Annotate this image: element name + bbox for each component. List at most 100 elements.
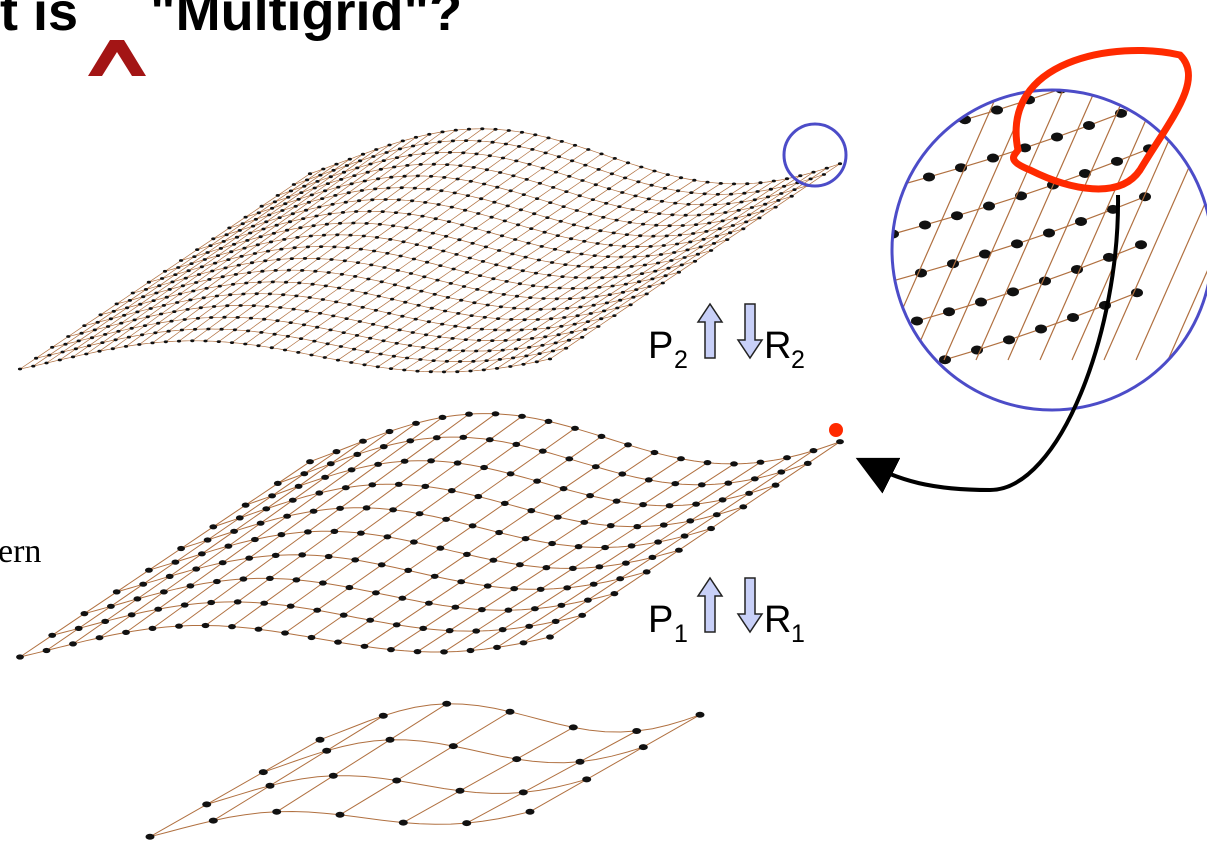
- prolong-label: P: [648, 325, 673, 367]
- grid-node: [651, 235, 655, 238]
- grid-node: [644, 210, 648, 213]
- grid-node: [745, 491, 753, 496]
- grid-node: [728, 231, 732, 234]
- grid-node: [31, 365, 35, 368]
- grid-node: [804, 461, 812, 466]
- grid-node: [615, 219, 619, 222]
- grid-node: [416, 511, 424, 516]
- grid-node: [209, 316, 213, 319]
- grid-node: [365, 350, 369, 353]
- grid-node: [240, 576, 248, 581]
- grid-node: [267, 214, 271, 217]
- grid-node: [491, 277, 495, 280]
- grid-node: [160, 589, 168, 594]
- grid-node: [509, 189, 513, 192]
- grid-node: [468, 257, 472, 260]
- grid-node: [646, 255, 650, 258]
- grid-node: [501, 349, 505, 352]
- grid-node: [617, 205, 621, 208]
- grid-node: [259, 235, 263, 238]
- grid-node: [645, 477, 653, 482]
- grid-node: [181, 284, 185, 287]
- grid-node: [420, 215, 424, 218]
- grid-node: [428, 246, 432, 249]
- grid-node: [203, 258, 207, 261]
- grid-node: [521, 269, 525, 272]
- grid-node: [661, 282, 665, 285]
- grid-node: [147, 281, 151, 284]
- grid-node: [562, 316, 566, 319]
- grid-node: [465, 271, 469, 274]
- grid-node: [675, 243, 679, 246]
- grid-node: [570, 159, 574, 162]
- grid-node: [548, 201, 552, 204]
- grid-node: [792, 188, 796, 191]
- grid-node: [359, 439, 367, 444]
- grid-node: [545, 216, 549, 219]
- grid-node: [384, 534, 392, 539]
- grid-node: [245, 556, 253, 561]
- grid-node: [345, 164, 349, 167]
- grid-node: [372, 250, 376, 253]
- grid-node: [756, 190, 760, 193]
- grid-node: [476, 212, 480, 215]
- grid-line: [20, 341, 550, 372]
- grid-node: [264, 220, 268, 223]
- grid-node: [109, 317, 113, 320]
- grid-node: [552, 308, 556, 311]
- grid-node: [350, 289, 354, 292]
- grid-node: [462, 285, 466, 288]
- title-left: t is: [0, 0, 78, 42]
- grid-node: [463, 552, 471, 557]
- grid-node: [419, 290, 423, 293]
- grid-node: [122, 630, 130, 635]
- grid-node: [315, 490, 323, 495]
- grid-node: [424, 142, 428, 145]
- grid-node: [131, 292, 135, 295]
- grid-node: [450, 206, 454, 209]
- grid-node: [539, 308, 543, 311]
- grid-node: [461, 349, 465, 352]
- grid-node: [187, 269, 191, 272]
- grid-node: [222, 316, 226, 319]
- grid-node: [505, 608, 513, 613]
- arrow: [870, 195, 1118, 490]
- grid-node: [206, 251, 210, 254]
- grid-node: [271, 281, 275, 284]
- grid-node: [188, 299, 192, 302]
- grid-node: [119, 322, 123, 325]
- grid-node: [338, 222, 342, 225]
- grid-node: [798, 174, 802, 177]
- grid-node: [259, 331, 263, 334]
- grid-node: [300, 471, 308, 476]
- grid-line: [277, 704, 447, 812]
- grid-node: [393, 622, 401, 627]
- grid-node: [164, 340, 168, 343]
- grid-node: [434, 217, 438, 220]
- grid-node: [414, 649, 422, 654]
- zoom-node: [1135, 240, 1147, 249]
- zoom-node: [927, 124, 939, 133]
- grid-node: [393, 283, 397, 286]
- grid-node: [725, 238, 729, 241]
- grid-node: [490, 216, 494, 219]
- grid-node: [665, 235, 669, 238]
- grid-node: [698, 482, 706, 487]
- grid-node: [474, 350, 478, 353]
- grid-node: [189, 262, 193, 265]
- zoom-node: [879, 326, 891, 335]
- grid-node: [425, 261, 429, 264]
- grid-node: [660, 200, 664, 203]
- grid-node: [442, 176, 446, 179]
- grid-node: [531, 606, 539, 611]
- grid-node: [622, 245, 626, 248]
- grid-node: [405, 357, 409, 360]
- grid-node: [75, 626, 83, 631]
- grid-node: [560, 486, 568, 491]
- grid-node: [419, 626, 427, 631]
- grid-node: [307, 201, 311, 204]
- grid-node: [380, 444, 388, 449]
- grid-node: [538, 182, 542, 185]
- grid-node: [560, 275, 564, 278]
- grid-node: [48, 633, 56, 638]
